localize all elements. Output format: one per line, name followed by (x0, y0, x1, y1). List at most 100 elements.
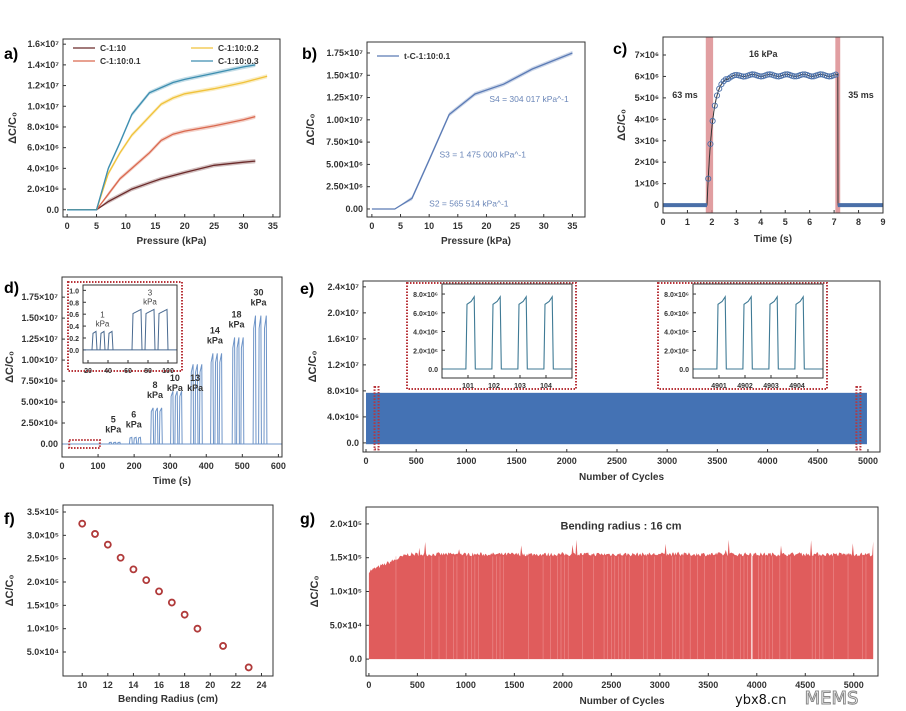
x-tick-label: 101 (462, 383, 474, 390)
legend-label: C-1:10:0.3 (218, 56, 259, 66)
x-tick-label: 30 (539, 221, 549, 231)
y-tick-label: 1.0×10⁷ (28, 101, 60, 111)
pulse (91, 330, 98, 350)
data-point (799, 71, 806, 78)
chart-c: 0 1 2 3 4 5 6 7 8 9 0 1×10⁶ 2×10⁶ 3×10⁶ 4×10⁶ 5×10⁶ 6×10… (613, 36, 886, 245)
x-tick-label: 40 (104, 368, 112, 375)
x-tick-label: 1000 (456, 680, 476, 690)
cycle-waveform (442, 295, 572, 370)
data-point (244, 663, 253, 672)
plot-frame (662, 36, 884, 214)
y-tick-label: 0.0 (428, 367, 438, 374)
x-axis-label: Time (s) (754, 234, 792, 245)
bending-radius-annotation: Bending radius : 16 cm (561, 520, 682, 532)
y-axis-label: ΔC/C₀ (616, 109, 628, 141)
x-tick-label: 5 (783, 217, 788, 227)
x-tick-label: 30 (239, 221, 249, 231)
pulse (178, 390, 183, 445)
watermark-site: ybx8.cn (735, 693, 787, 708)
x-tick-label: 7 (832, 217, 837, 227)
x-tick-label: 8 (856, 217, 861, 227)
slope-annotation: S3 = 1 475 000 kPa^-1 (439, 149, 526, 159)
pressure-unit-label: kPa (187, 383, 204, 393)
x-tick-label: 60 (124, 368, 132, 375)
y-tick-label: 2.50×10⁶ (326, 182, 363, 192)
y-tick-label: 5×10⁶ (635, 93, 659, 103)
y-tick-label: 5.00×10⁶ (21, 397, 58, 407)
y-axis-label: ΔC/C₀ (307, 351, 319, 383)
y-tick-label: 6.0×10⁶ (664, 311, 689, 318)
inset-e-1: 101 102 103 104 0.0 2.0×10⁶ 4.0×10⁶ 6.0×10⁶ 8.0×… (406, 282, 577, 390)
plot-frame (441, 283, 573, 379)
pulse (194, 364, 199, 445)
y-tick-label: 0.4 (69, 324, 79, 331)
y-tick-label: 0.0 (349, 654, 362, 664)
data-point (757, 73, 765, 80)
pulse (133, 436, 138, 445)
x-tick-label: 25 (209, 221, 219, 231)
x-tick-label: 4901 (711, 383, 727, 390)
x-tick-label: 0 (366, 680, 371, 690)
panel-label: d) (4, 280, 19, 297)
data-point (808, 73, 815, 80)
plot-area (663, 37, 883, 213)
pressure-unit-label: kPa (147, 390, 164, 400)
data-point (167, 598, 176, 607)
y-tick-label: 1×10⁶ (635, 179, 659, 189)
pulse (236, 337, 240, 445)
y-tick-label: 7.50×10⁶ (21, 376, 58, 386)
y-tick-label: 2×10⁶ (635, 157, 659, 167)
x-tick-label: 15 (453, 221, 463, 231)
data-point (746, 71, 754, 78)
zoom-region-box (406, 282, 577, 390)
chart-f: 10 12 14 16 18 20 22 24 5.0×10⁴ 1.0×10⁵ 1.5×10⁵ 2.0… (4, 504, 274, 705)
x-tick-label: 2 (709, 217, 714, 227)
data-point (91, 530, 99, 538)
data-point (78, 519, 87, 528)
x-tick-label: 100 (162, 368, 174, 375)
pulse (150, 407, 155, 445)
y-tick-label: 6.0×10⁶ (413, 311, 438, 318)
x-tick-label: 100 (91, 461, 106, 471)
pulse (218, 353, 223, 445)
data-point (155, 587, 163, 596)
data-point (823, 73, 831, 80)
y-tick-label: 6.0×10⁶ (27, 143, 59, 153)
pulse (137, 436, 142, 445)
data-point (817, 71, 824, 78)
x-tick-label: 10 (424, 221, 434, 231)
chart-a: 0 5 10 15 20 25 30 35 0.0 2.0×10⁶ 4.0×10⁶ 6.0×10⁶ 8.… (4, 38, 281, 247)
y-tick-label: 4.0×10⁶ (664, 330, 689, 337)
x-tick-label: 4500 (795, 680, 815, 690)
x-tick-label: 103 (514, 383, 526, 390)
plot-frame (692, 283, 824, 379)
data-point (782, 71, 789, 78)
y-tick-label: 2.0×10⁷ (328, 308, 360, 318)
y-tick-label: 1.2×10⁷ (328, 360, 360, 370)
x-tick-label: 3500 (707, 456, 727, 466)
y-tick-label: 4.0×10⁶ (27, 163, 59, 173)
data-point (705, 175, 712, 182)
x-tick-label: 14 (128, 680, 138, 690)
x-axis-label: Pressure (kPa) (136, 236, 206, 247)
zoom-region-box (657, 282, 828, 390)
watermark: ybx8.cn MEMS (735, 688, 859, 711)
y-tick-label: 0.0 (346, 438, 359, 448)
pulse (108, 441, 113, 445)
x-tick-label: 16 (154, 680, 164, 690)
slope-annotation: S2 = 565 514 kPa^-1 (429, 198, 509, 208)
x-tick-label: 500 (410, 680, 425, 690)
x-tick-label: 3500 (698, 680, 718, 690)
y-tick-label: 0.0 (46, 205, 59, 215)
y-tick-label: 2.4×10⁷ (328, 282, 360, 292)
y-tick-label: 1.50×10⁷ (327, 70, 364, 80)
cycle-signal-band (368, 539, 874, 660)
series-line (67, 115, 256, 211)
y-tick-label: 1.0 (69, 288, 79, 295)
x-tick-label: 9 (880, 217, 885, 227)
x-tick-label: 2500 (601, 680, 621, 690)
zoom-region-box (68, 438, 101, 449)
x-tick-label: 1000 (456, 456, 476, 466)
plot-area (367, 42, 585, 217)
